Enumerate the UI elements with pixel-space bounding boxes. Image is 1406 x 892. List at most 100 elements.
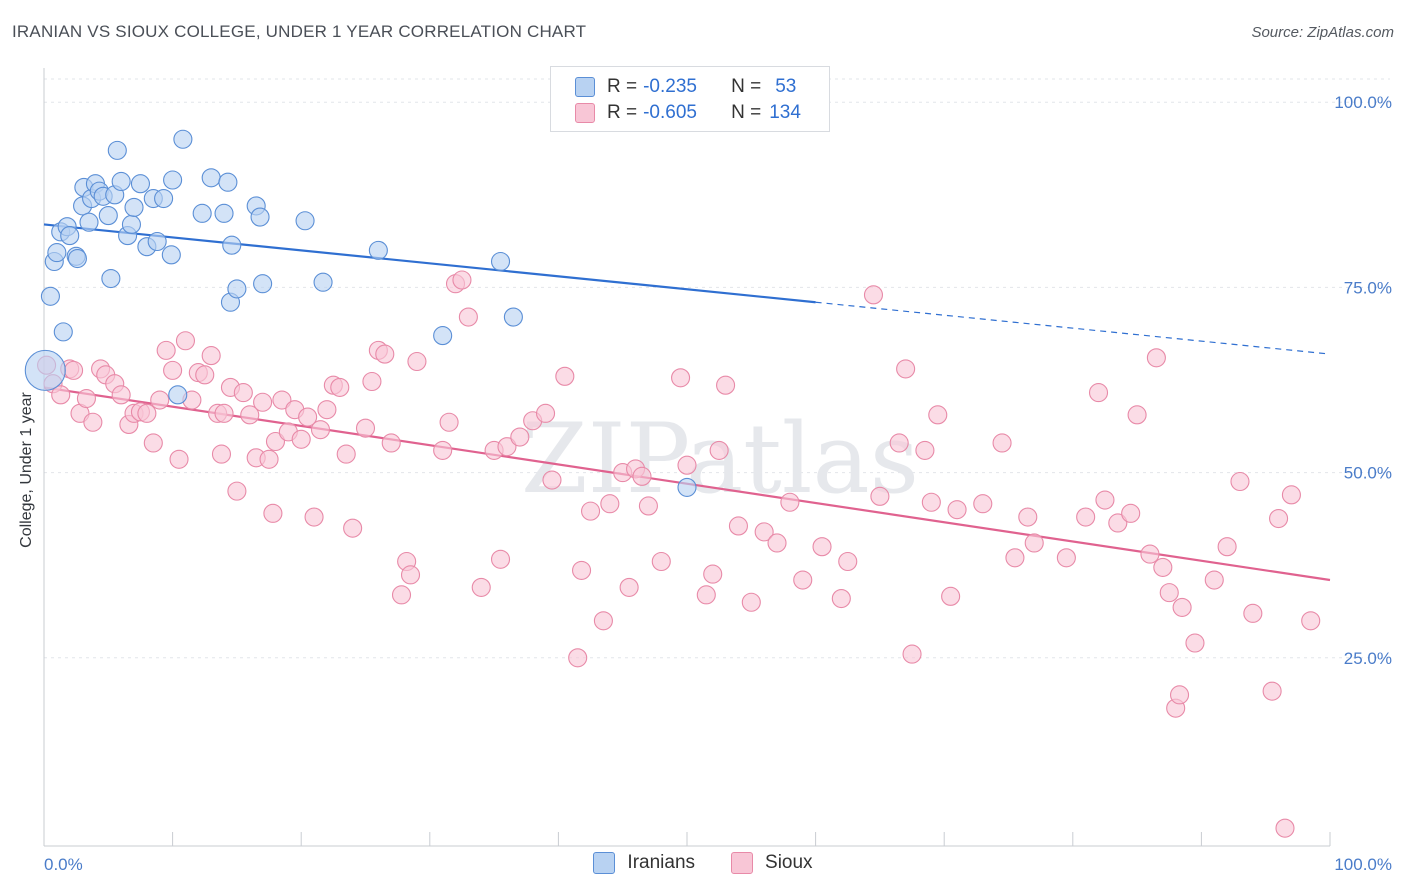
sioux-point [51,385,71,405]
sioux-point [1140,544,1160,564]
sioux-point [677,455,697,475]
sioux-point [1217,537,1237,557]
y-tick-label: 100.0% [1334,93,1392,112]
sioux-point [1262,681,1282,701]
sioux-point [902,644,922,664]
sioux-point [1153,557,1173,577]
sioux-point [703,564,723,584]
sioux-point [1108,513,1128,533]
sioux-point [638,496,658,516]
data-points [24,92,1321,838]
x-tick-label: 100.0% [1334,855,1392,874]
sioux-point [381,433,401,453]
sioux-point [1269,508,1289,529]
sioux-point [941,586,961,606]
sioux-point [336,444,356,464]
sioux-point [214,403,234,423]
sioux-point [343,518,363,538]
x-tick-label: 0.0% [44,855,83,874]
sioux-point [542,470,562,490]
sioux-point [253,392,273,412]
sioux-point [1127,405,1147,425]
sioux-point [195,365,215,385]
sioux-point [1121,503,1141,523]
iranians-point [121,214,141,235]
sioux-point [696,585,716,605]
sioux-point [1172,597,1192,617]
tick-labels: 25.0% 50.0% 75.0% 100.0% 0.0% 100.0% [44,93,1392,874]
sioux-point [317,400,337,420]
legend-item-sioux[interactable]: Sioux [731,852,813,874]
iranians-point [368,240,388,260]
sioux-point [471,577,491,597]
iranians-point [253,274,273,294]
sioux-point [265,431,286,452]
sioux-point [233,383,253,403]
sioux-point [992,433,1012,453]
iranians-legend-label: Iranians [627,852,696,873]
iranians-point [47,243,67,263]
sioux-point [709,440,729,460]
sioux-point [330,377,350,397]
sioux-point [201,346,221,366]
sioux-point [928,405,948,425]
sioux-point [619,577,639,597]
sioux-point [156,340,176,360]
sioux-point [863,285,884,305]
sioux-point [1275,818,1295,838]
iranians-point [124,197,144,217]
iranians-point [168,385,188,405]
sioux-point [1204,570,1224,590]
sioux-point [439,412,459,432]
sioux-point [458,307,478,327]
sioux-point [754,522,774,542]
chart-title: IRANIAN VS SIOUX COLLEGE, UNDER 1 YEAR C… [12,22,587,41]
sioux-point [375,344,395,364]
sioux-point [510,427,530,447]
iranians-point [101,268,121,289]
legend-item-iranians[interactable]: Iranians [593,852,695,874]
n-label: N = [731,102,762,123]
iranians-trend-extension [815,301,1331,355]
y-tick-label: 50.0% [1344,464,1392,483]
iranians-point [163,170,183,190]
sioux-point [76,388,96,409]
correlation-legend: R = -0.235 N = 53 R = -0.605 N = 134 [550,66,830,132]
sioux-point [728,516,748,536]
sioux-point [580,501,601,521]
sioux-point [259,449,279,469]
sioux-point [793,570,813,590]
sioux-point [1159,583,1179,603]
r-value: -0.235 [643,76,697,97]
sioux-point [111,385,131,405]
sioux-point [831,588,851,609]
sioux-point [1018,507,1038,527]
sioux-point [1146,348,1166,368]
sioux-point [1005,548,1025,568]
sioux-legend-label: Sioux [765,852,813,873]
iranians-point [295,211,315,231]
iranians-point [490,251,511,272]
sioux-point [838,551,858,572]
iranians-point [677,477,697,497]
iranians-point [433,326,453,346]
legend-row-sioux: R = -0.605 N = 134 [575,101,801,125]
legend-row-iranians: R = -0.235 N = 53 [575,75,796,99]
sioux-point [812,537,832,557]
iranians-point [154,188,174,209]
iranians-point [313,272,333,292]
sioux-point [490,549,511,569]
n-label: N = [731,76,762,97]
iranians-point [107,140,127,160]
sioux-point [1024,533,1044,553]
sioux-point [1169,685,1190,705]
r-label: R = [607,76,638,97]
iranians-point [173,129,193,149]
sioux-point [1301,611,1321,631]
iranians-point [214,203,234,223]
sioux-point [240,405,260,425]
sioux-point [298,407,318,427]
source-label: Source: ZipAtlas.com [1251,24,1394,41]
sioux-point [1088,383,1109,403]
sioux-point [973,494,993,514]
